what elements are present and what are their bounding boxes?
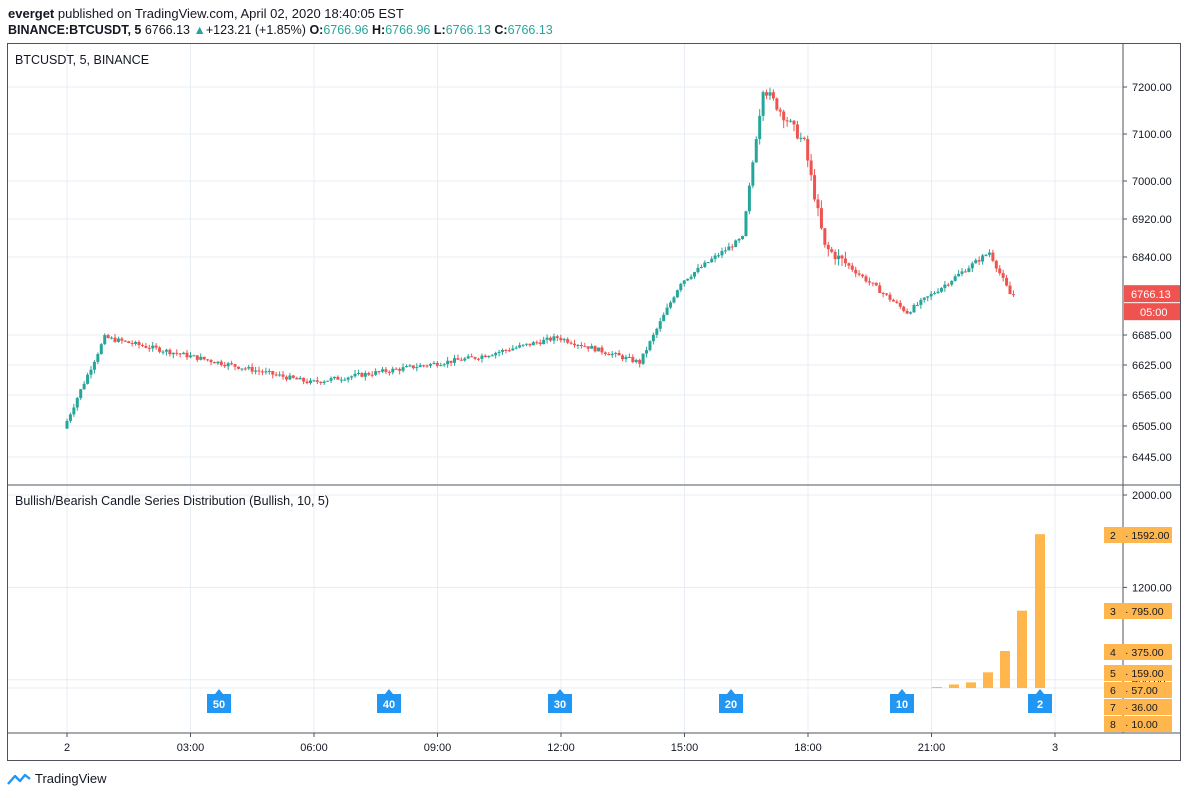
indicator-pane-title: Bullish/Bearish Candle Series Distributi…: [15, 494, 330, 508]
publish-text: published on TradingView.com, April 02, …: [54, 6, 404, 21]
low-label: L:: [433, 23, 446, 37]
tradingview-brand: TradingView: [35, 771, 107, 786]
tradingview-logo-icon: [7, 773, 31, 785]
low-value: 6766.13: [445, 23, 491, 37]
open-value: 6766.96: [323, 23, 369, 37]
symbol-label: BINANCE:BTCUSDT, 5: [8, 23, 142, 37]
price-change: +123.21 (+1.85%): [205, 23, 306, 37]
high-label: H:: [372, 23, 386, 37]
close-value: 6766.13: [507, 23, 553, 37]
tradingview-footer[interactable]: TradingView: [7, 771, 107, 786]
close-label: C:: [494, 23, 508, 37]
chart-frame: [7, 43, 1181, 761]
ohlc-legend: BINANCE:BTCUSDT, 5 6766.13 ▲+123.21 (+1.…: [8, 23, 553, 37]
high-value: 6766.96: [385, 23, 431, 37]
price-pane-title: BTCUSDT, 5, BINANCE: [15, 53, 150, 67]
open-label: O:: [309, 23, 324, 37]
last-price: 6766.13: [144, 23, 191, 37]
publish-info: everget published on TradingView.com, Ap…: [8, 6, 404, 21]
author-name[interactable]: everget: [8, 6, 55, 21]
up-arrow-icon: ▲: [193, 23, 206, 37]
